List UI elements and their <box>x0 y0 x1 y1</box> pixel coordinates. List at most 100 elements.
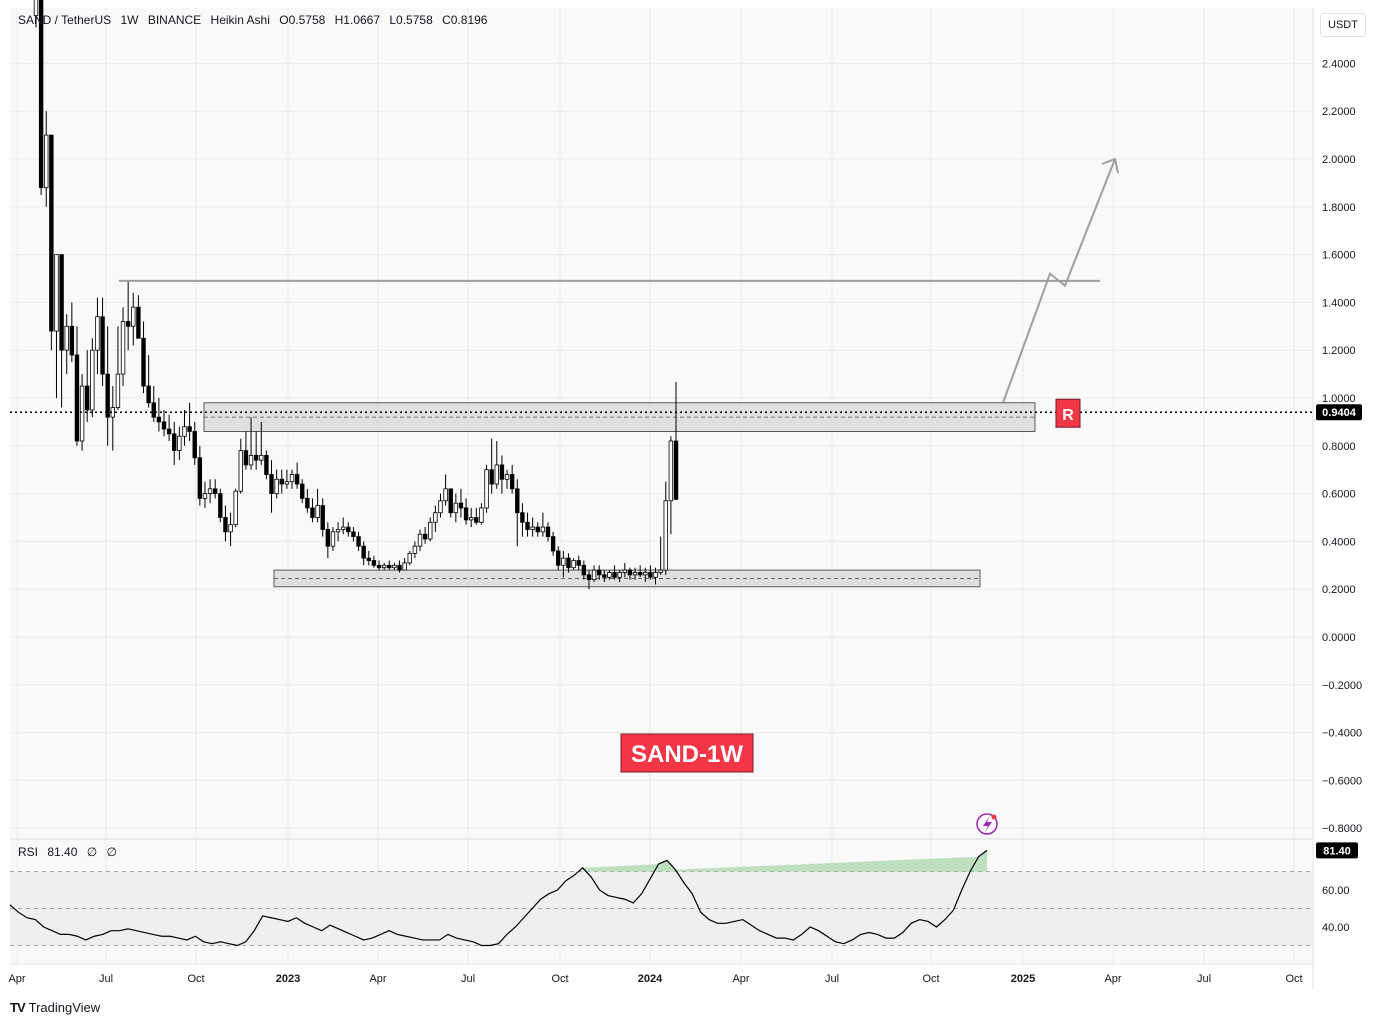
projection-arrow-path <box>1002 158 1116 404</box>
candle-body <box>376 564 382 569</box>
time-tick-label: 2023 <box>276 973 300 985</box>
candle-body <box>525 521 530 530</box>
candle <box>305 488 310 513</box>
time-tick-label: 2025 <box>1011 973 1035 985</box>
candle-body <box>397 564 402 571</box>
candle <box>238 438 243 494</box>
candle-body <box>494 464 499 485</box>
candle <box>407 550 412 566</box>
candle-body <box>320 505 325 530</box>
time-tick-label: Jul <box>99 973 113 985</box>
candle-body <box>177 435 182 451</box>
candle-body <box>458 502 464 509</box>
candle <box>632 567 638 580</box>
chart-title: SAND-1W <box>631 741 743 768</box>
rsi-pane: 81.40 <box>9 842 1358 947</box>
candle-body <box>228 524 233 533</box>
candle <box>422 527 428 544</box>
candle <box>607 570 612 580</box>
candle <box>64 314 69 375</box>
tradingview-logo-icon: TV <box>10 1000 26 1015</box>
exchange-label: BINANCE <box>147 13 202 27</box>
candle-body <box>49 134 54 332</box>
currency-button[interactable]: USDT <box>1320 13 1366 37</box>
candle-body <box>530 526 535 530</box>
candle <box>279 469 284 494</box>
candle-body <box>166 428 172 435</box>
candle <box>489 438 494 494</box>
time-tick-label: 2024 <box>638 973 663 985</box>
candle <box>381 562 387 571</box>
candle <box>95 297 100 375</box>
candle <box>366 550 371 566</box>
price-tick-label: 0.2000 <box>1322 584 1356 596</box>
candle-body <box>607 572 612 578</box>
flash-bolt-icon <box>983 817 992 832</box>
candle <box>320 498 325 537</box>
candles <box>33 0 679 590</box>
candle <box>453 493 459 523</box>
candle-body <box>59 254 64 351</box>
candle-body <box>100 316 105 375</box>
candle-body <box>371 560 377 566</box>
candle-body <box>556 550 561 566</box>
candle-body <box>54 254 59 332</box>
candle-body <box>602 574 607 578</box>
candle-body <box>622 569 627 573</box>
candle <box>540 512 546 537</box>
candle-body <box>387 564 392 569</box>
candle-body <box>509 474 515 490</box>
tradingview-footer[interactable]: TV TradingView <box>10 1000 100 1015</box>
time-tick-label: Oct <box>922 973 939 985</box>
candle <box>38 0 44 195</box>
time-tick-label: Jul <box>461 973 475 985</box>
candle <box>100 297 105 387</box>
candle-body <box>443 488 448 502</box>
symbol-header: SAND / TetherUS 1W BINANCE Heikin Ashi O… <box>18 13 493 27</box>
candle <box>637 565 643 578</box>
candle <box>484 464 489 513</box>
candle <box>115 326 121 410</box>
candle-body <box>479 507 484 523</box>
time-tick-label: Oct <box>551 973 568 985</box>
close-value: C0.8196 <box>442 13 488 27</box>
candle-body <box>412 545 418 554</box>
candle <box>581 560 587 580</box>
candle-body <box>212 488 218 495</box>
grid <box>10 8 1313 964</box>
candle-body <box>325 529 331 547</box>
candle <box>330 527 336 551</box>
candle <box>340 517 346 535</box>
r-badge-label: R <box>1062 407 1074 424</box>
candle <box>49 134 54 351</box>
rsi-name[interactable]: RSI <box>18 845 39 859</box>
candle <box>85 350 90 422</box>
candle <box>212 479 218 499</box>
candle <box>177 426 182 461</box>
flash-icon <box>976 813 998 835</box>
candle-body <box>581 564 587 576</box>
candle-body <box>95 316 100 351</box>
candle-body <box>233 490 238 526</box>
candle-body <box>448 488 453 514</box>
symbol-label[interactable]: SAND / TetherUS <box>18 13 112 27</box>
candle-body <box>141 337 146 387</box>
candle-body <box>545 526 551 538</box>
candle <box>269 460 274 513</box>
last-price-box <box>1316 404 1362 421</box>
candle-body <box>218 493 223 518</box>
candle <box>566 553 571 573</box>
candle-body <box>202 493 208 499</box>
candle-body <box>489 469 494 485</box>
interval-label[interactable]: 1W <box>120 13 139 27</box>
projection-arrowhead <box>1101 157 1119 174</box>
candle-body <box>632 572 638 576</box>
candle-body <box>74 354 80 442</box>
candle <box>504 469 510 489</box>
candle-body <box>90 349 95 411</box>
candle <box>33 0 39 28</box>
candle-body <box>356 536 361 547</box>
candle-body <box>346 526 351 533</box>
